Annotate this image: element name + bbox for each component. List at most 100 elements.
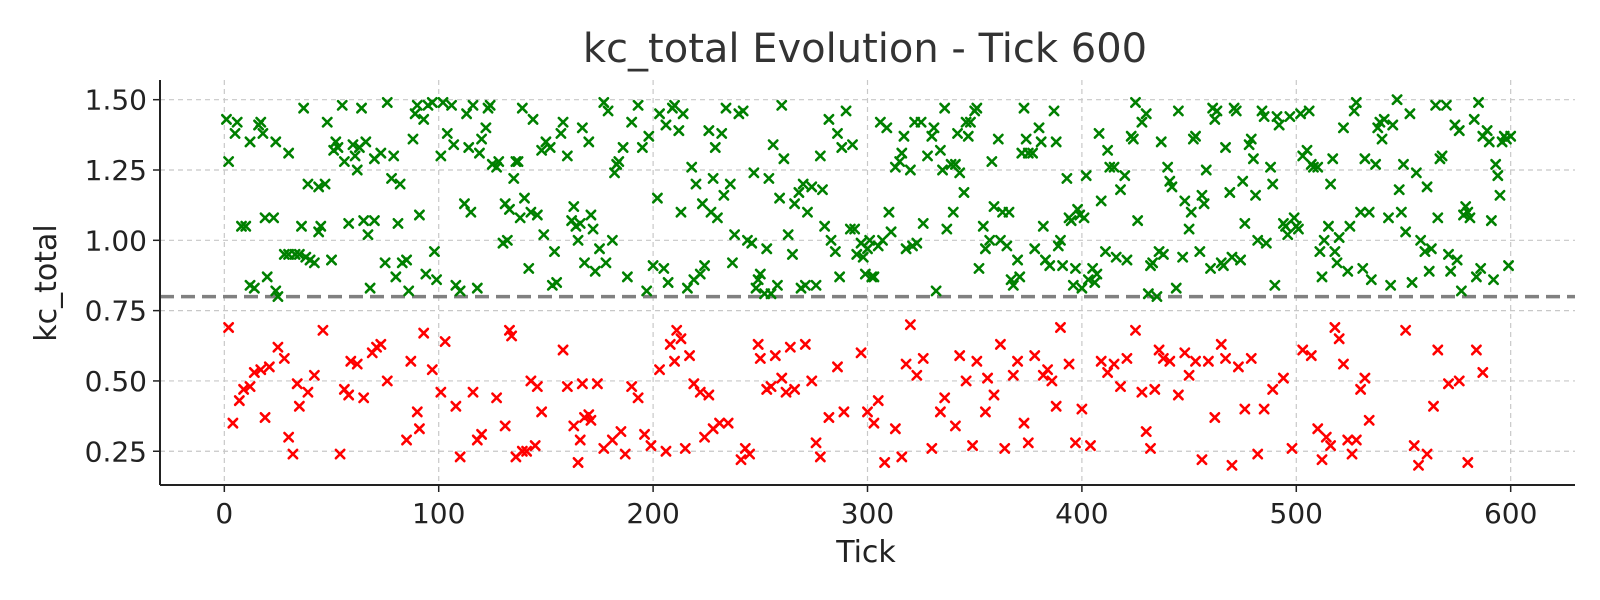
data-point [1318, 234, 1330, 246]
data-point [754, 268, 766, 280]
x-tick-label: 200 [626, 497, 679, 530]
data-point [926, 442, 938, 454]
data-point [1267, 178, 1279, 190]
data-point [1260, 237, 1272, 249]
data-point [302, 178, 314, 190]
data-point [521, 445, 533, 457]
data-point [1346, 448, 1358, 460]
data-point [1014, 271, 1026, 283]
data-point [493, 156, 505, 168]
data-point [819, 220, 831, 232]
data-point [1200, 164, 1212, 176]
data-point [1412, 459, 1424, 471]
data-point [1243, 139, 1255, 151]
data-point [1488, 274, 1500, 286]
data-point [673, 125, 685, 137]
data-point [1363, 414, 1375, 426]
data-point [480, 122, 492, 134]
data-point [765, 381, 777, 393]
data-point [862, 406, 873, 418]
data-point [816, 184, 828, 196]
data-point [1425, 243, 1437, 255]
data-point [1237, 175, 1249, 187]
data-point [343, 389, 355, 401]
data-point [767, 139, 779, 151]
data-point [506, 330, 518, 342]
data-point [748, 167, 760, 179]
data-point [441, 127, 453, 139]
data-point [823, 113, 835, 125]
data-point [1239, 403, 1251, 415]
data-point [587, 223, 599, 235]
data-point [1325, 178, 1337, 190]
data-point [615, 426, 627, 438]
data-point [1153, 344, 1165, 356]
data-point [1142, 288, 1154, 300]
data-point [1157, 352, 1169, 364]
data-point [259, 212, 271, 224]
data-point [1042, 364, 1054, 376]
data-point [1464, 212, 1476, 224]
data-point [654, 364, 666, 376]
data-point [1108, 358, 1120, 370]
data-point [1177, 251, 1189, 263]
data-point [576, 122, 588, 134]
data-point [857, 251, 869, 263]
data-point [476, 428, 488, 440]
data-point [536, 406, 548, 418]
data-point [829, 246, 841, 258]
data-point [1044, 260, 1056, 272]
data-point [1305, 350, 1317, 362]
data-point [1136, 116, 1148, 128]
data-point [413, 209, 425, 221]
data-point [686, 161, 698, 173]
data-point [1327, 153, 1339, 165]
data-point [270, 136, 282, 148]
data-point [744, 448, 756, 460]
data-point [1322, 220, 1334, 232]
data-point [1400, 324, 1412, 336]
data-point [934, 144, 946, 156]
data-point [1127, 133, 1139, 145]
data-point [435, 150, 447, 162]
data-point [523, 262, 535, 274]
data-point [838, 406, 850, 418]
data-point [1033, 122, 1045, 134]
data-point [684, 350, 696, 362]
data-point [1350, 434, 1362, 446]
data-point [403, 285, 415, 297]
data-point [1179, 347, 1191, 359]
data-point [786, 248, 798, 260]
data-point [754, 352, 766, 364]
data-point [437, 97, 449, 108]
data-point [330, 136, 342, 148]
data-point [514, 212, 526, 224]
data-point [555, 127, 567, 139]
data-point [561, 381, 573, 393]
data-point [407, 133, 419, 145]
data-point [572, 234, 584, 246]
data-point [654, 108, 666, 120]
data-point [1012, 355, 1024, 367]
data-point [291, 378, 303, 390]
data-point [851, 248, 863, 260]
data-point [531, 381, 543, 393]
data-point [1333, 333, 1345, 345]
data-point [982, 372, 994, 384]
data-point [1286, 442, 1298, 454]
data-point [1462, 457, 1474, 468]
data-point [1494, 189, 1506, 201]
data-point [1190, 355, 1202, 367]
data-point [949, 420, 961, 432]
data-point [889, 423, 901, 435]
data-point [390, 271, 402, 283]
data-point [426, 364, 438, 376]
data-point [471, 282, 483, 294]
data-point [1170, 282, 1182, 294]
data-point [263, 361, 275, 373]
data-point [881, 122, 893, 134]
data-point [1280, 220, 1292, 232]
data-point [386, 172, 398, 184]
data-point [351, 358, 363, 370]
data-point [1382, 212, 1394, 224]
